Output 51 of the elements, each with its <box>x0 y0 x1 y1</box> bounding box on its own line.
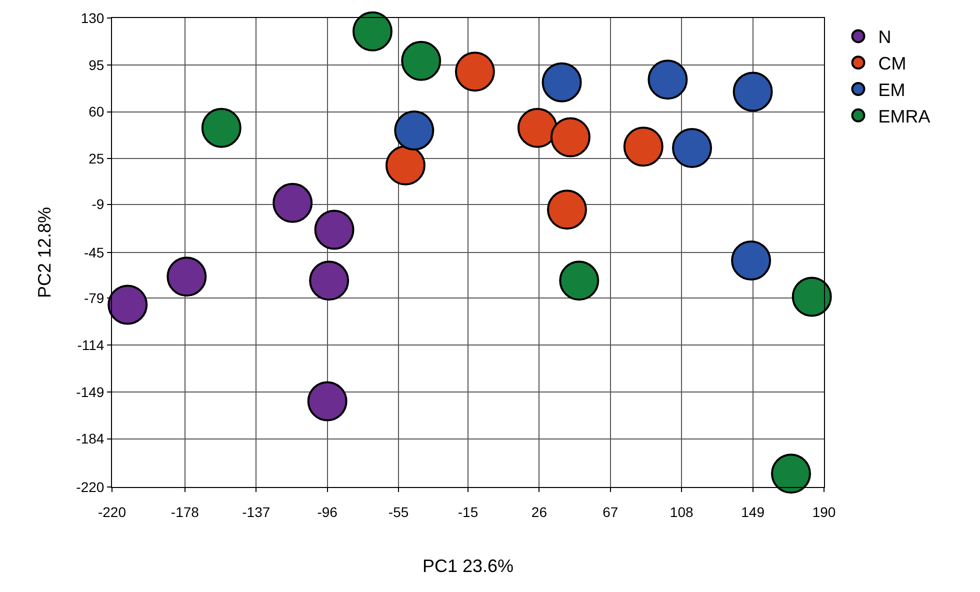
x-tick-label: -178 <box>170 504 200 520</box>
x-tick-label: 26 <box>531 504 548 520</box>
y-tick-label: -79 <box>84 290 104 306</box>
point <box>166 256 207 297</box>
x-tick-label: -15 <box>458 504 478 520</box>
point <box>648 60 688 100</box>
point <box>309 260 350 301</box>
point <box>771 454 811 494</box>
y-tick-label: -149 <box>76 384 104 400</box>
point <box>401 40 442 81</box>
y-axis-title: PC2 12.8% <box>34 206 54 298</box>
y-tick-label: -184 <box>76 430 104 447</box>
point <box>201 108 242 148</box>
point <box>517 108 558 148</box>
x-tick-label: 108 <box>670 504 694 520</box>
legend-label: EMRA <box>878 106 930 126</box>
point <box>792 276 832 317</box>
point <box>732 72 773 112</box>
x-tick-label: 67 <box>602 504 618 520</box>
point <box>108 284 148 325</box>
x-tick-label: -55 <box>388 504 409 520</box>
point <box>272 182 313 223</box>
point <box>550 117 590 158</box>
point <box>394 110 434 151</box>
point <box>307 381 348 422</box>
y-tick-label: 25 <box>88 150 104 167</box>
point <box>559 260 600 301</box>
y-tick-label: -220 <box>76 478 104 495</box>
y-tick-label: -114 <box>77 336 104 353</box>
x-tick-label: -96 <box>317 504 338 520</box>
x-tick-label: 149 <box>741 504 765 520</box>
legend-label: N <box>878 27 892 48</box>
y-tick-label: -45 <box>84 244 104 260</box>
point <box>454 52 495 92</box>
legend-label: EM <box>878 80 906 100</box>
point <box>623 126 664 167</box>
point <box>547 190 587 230</box>
point <box>352 11 392 52</box>
y-tick-label: 95 <box>88 56 104 73</box>
x-tick-label: 190 <box>812 504 836 520</box>
x-axis-title: PC1 23.6% <box>422 556 514 576</box>
point <box>542 62 582 102</box>
x-tick-label: -137 <box>242 504 270 520</box>
y-tick-label: -9 <box>92 196 104 212</box>
y-tick-label: 60 <box>88 104 104 120</box>
y-tick-label: 130 <box>80 10 104 26</box>
legend-label: CM <box>878 54 906 74</box>
point <box>314 210 354 250</box>
point <box>385 145 426 186</box>
point <box>672 128 712 168</box>
point <box>731 240 772 281</box>
